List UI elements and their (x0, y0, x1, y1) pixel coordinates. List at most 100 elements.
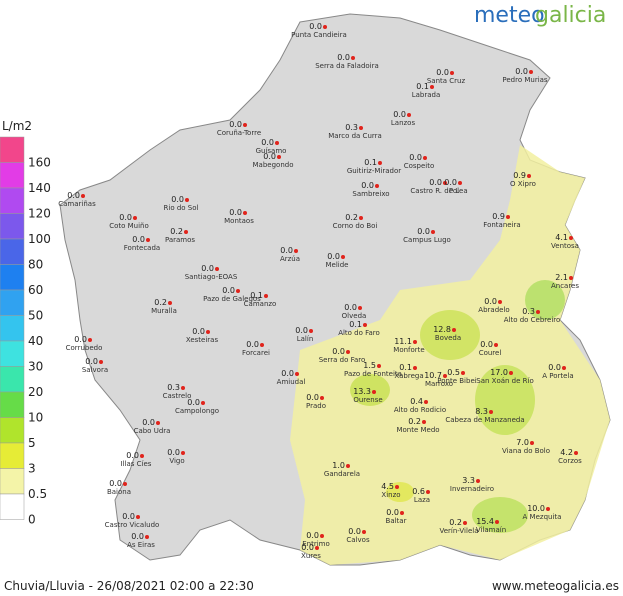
station-dot (562, 366, 566, 370)
rain-cell (386, 482, 414, 502)
station-value: 0.2 (345, 213, 358, 222)
station-value: 4.5 (381, 482, 394, 491)
station-name: Punta Candieira (291, 31, 347, 39)
station-value: 0.0 (119, 213, 132, 222)
station-dot (181, 386, 185, 390)
station-value: 0.1 (399, 363, 412, 372)
station-dot (463, 521, 467, 525)
station-value: 0.0 (386, 508, 399, 517)
station-dot (123, 482, 127, 486)
station-value: 0.0 (171, 195, 184, 204)
station-value: 0.4 (410, 397, 423, 406)
station-value: 4.1 (555, 233, 568, 242)
station-dot (309, 329, 313, 333)
legend-label: 60 (28, 283, 43, 297)
station-dot (362, 530, 366, 534)
station-value: 0.0 (327, 252, 340, 261)
station-dot (377, 364, 381, 368)
station-name: As Eiras (127, 541, 155, 549)
station-name: Corno do Boi (333, 222, 378, 230)
station-name: Montaos (224, 217, 254, 225)
station-value: 0.0 (67, 191, 80, 200)
station-dot (494, 343, 498, 347)
station-value: 0.0 (480, 340, 493, 349)
station-value: 0.0 (131, 532, 144, 541)
station-name: Laza (414, 496, 430, 504)
station-value: 0.2 (408, 417, 421, 426)
station-name: Corzos (558, 457, 582, 465)
logo: meteo (474, 3, 545, 28)
station-value: 10.7 (424, 371, 442, 380)
station-name: Rio do Sol (164, 204, 199, 212)
station-name: Amiudal (277, 378, 306, 386)
legend-swatch (0, 391, 25, 418)
station-name: Campus Lugo (403, 236, 451, 244)
station-name: San Xoán de Río (476, 377, 534, 385)
station-dot (536, 310, 540, 314)
station-name: Salvora (82, 366, 108, 374)
station-value: 12.8 (433, 325, 451, 334)
station-dot (461, 371, 465, 375)
station-name: Corrubedo (66, 344, 103, 352)
station-dot (407, 113, 411, 117)
rain-cell (525, 280, 565, 320)
station-name: Castro Vicaludo (105, 521, 160, 529)
station-name: Fontaneira (483, 221, 520, 229)
station-dot (201, 401, 205, 405)
legend-swatch (0, 417, 25, 444)
station-name: Baltar (386, 517, 407, 525)
station-name: Xures (301, 552, 321, 560)
station-name: A Mezquita (523, 513, 562, 521)
station-value: 11.1 (394, 337, 412, 346)
station-dot (359, 126, 363, 130)
station-value: 0.0 (332, 347, 345, 356)
station-dot (424, 400, 428, 404)
station-value: 0.0 (309, 22, 322, 31)
station-name: Marco da Curra (328, 132, 382, 140)
legend-label: 20 (28, 385, 43, 399)
station-name: Serra do Faro (319, 356, 366, 364)
station-dot (323, 25, 327, 29)
station-dot (277, 155, 281, 159)
station-name: Invernadeiro (450, 485, 494, 493)
station-value: 3.3 (462, 476, 475, 485)
station-name: Alto do Cebreiro (504, 316, 561, 324)
station-name: Santa Cruz (427, 77, 466, 85)
station-value: 0.0 (132, 235, 145, 244)
station-name: A Portela (542, 372, 573, 380)
legend-label: 140 (28, 181, 51, 195)
station-value: 0.0 (187, 398, 200, 407)
station-dot (363, 323, 367, 327)
station-dot (529, 70, 533, 74)
station-value: 0.0 (142, 418, 155, 427)
station-dot (341, 255, 345, 259)
station-dot (546, 507, 550, 511)
legend-label: 160 (28, 156, 51, 170)
legend-label: 120 (28, 207, 51, 221)
station-name: Verín-Vilela (440, 527, 479, 535)
station-name: Muralla (151, 307, 177, 315)
station-name: Campolongo (175, 407, 219, 415)
station-name: Courel (479, 349, 502, 357)
station-value: 0.0 (515, 67, 528, 76)
station-dot (264, 294, 268, 298)
station-name: Lalín (297, 335, 314, 343)
station-value: 15.4 (476, 517, 494, 526)
station-value: 0.6 (412, 487, 425, 496)
station-dot (530, 441, 534, 445)
legend-swatch (0, 136, 25, 163)
station-dot (275, 141, 279, 145)
station-value: 0.0 (261, 138, 274, 147)
station-dot (422, 420, 426, 424)
station-dot (320, 534, 324, 538)
station-value: 0.0 (167, 448, 180, 457)
station-value: 0.0 (281, 369, 294, 378)
station-value: 0.1 (416, 82, 429, 91)
station-value: 8.3 (475, 407, 488, 416)
station-dot (378, 161, 382, 165)
station-dot (413, 340, 417, 344)
station-value: 0.3 (345, 123, 358, 132)
legend-swatch (0, 162, 25, 189)
